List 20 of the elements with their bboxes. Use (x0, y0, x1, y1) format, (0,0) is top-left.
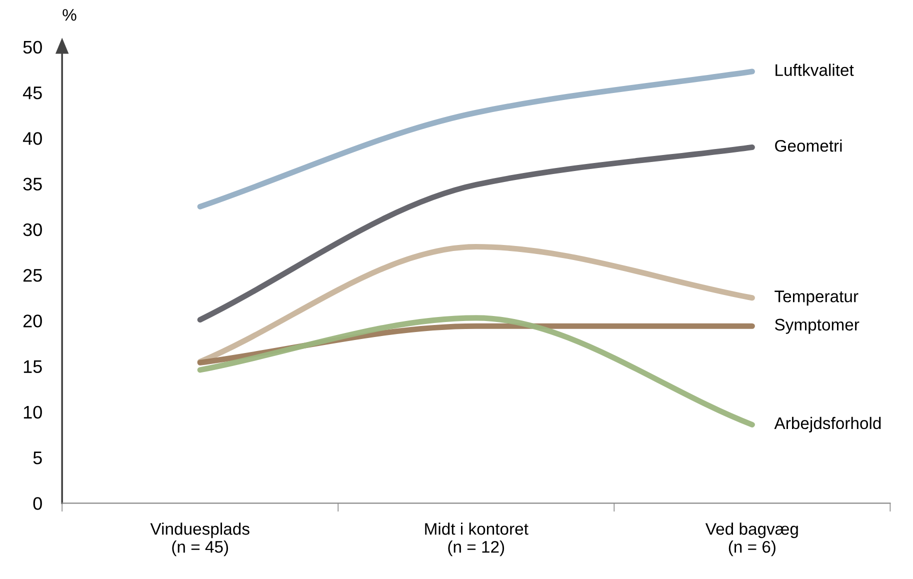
series-label: Geometri (775, 140, 842, 152)
series-label: Luftkvalitet (776, 64, 854, 76)
y-tick-label: 30 (23, 223, 42, 236)
x-tick-label: Vinduesplads (n = 45) (150, 522, 250, 556)
series-label: Arbejdsforhold (774, 416, 881, 432)
y-tick-label: 5 (33, 452, 42, 464)
y-tick-label: 15 (24, 360, 42, 373)
y-tick-label: 40 (22, 132, 42, 145)
y-tick-label: 45 (22, 86, 42, 100)
y-tick-label: 20 (23, 314, 42, 328)
y-tick-label: 0 (33, 497, 42, 510)
series-label: Temperatur (774, 290, 858, 306)
y-tick-label: 50 (23, 40, 42, 54)
y-tick-label: 10 (24, 406, 42, 419)
x-tick-label: Midt i kontoret (n = 12) (425, 522, 528, 556)
y-axis-title: % (62, 9, 76, 21)
y-tick-label: 35 (23, 178, 42, 190)
series-label: Symptomer (775, 318, 860, 334)
y-tick-label: 25 (23, 268, 42, 282)
x-tick-label: Ved bagvæg (n = 6) (705, 522, 798, 556)
